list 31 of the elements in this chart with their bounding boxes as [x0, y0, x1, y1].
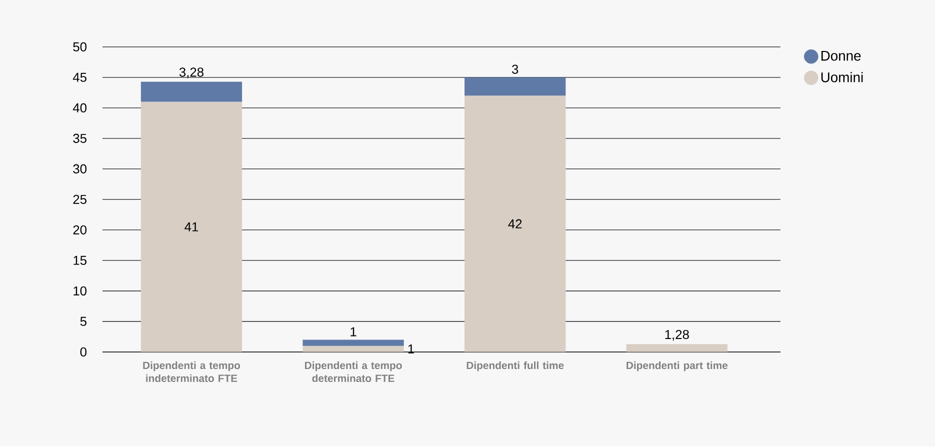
- bar: [464, 96, 566, 352]
- y-tick-label: 10: [74, 286, 87, 296]
- data-label: 1: [350, 328, 356, 336]
- x-tick-label: Dipendenti part time: [626, 362, 728, 372]
- data-label: 3: [512, 64, 518, 74]
- y-tick-label: 0: [80, 348, 87, 357]
- data-label: 42: [508, 219, 522, 228]
- y-tick-label: 50: [73, 42, 87, 52]
- y-tick-label: 35: [73, 134, 86, 144]
- data-label: 3,28: [179, 68, 204, 78]
- y-tick-label: 40: [72, 103, 87, 113]
- bar: [140, 102, 242, 352]
- data-label: 1: [408, 344, 414, 354]
- bar: [464, 78, 566, 96]
- legend-label: Donne: [821, 51, 861, 61]
- data-label: 1,28: [665, 330, 689, 341]
- x-tick-label: Dipendenti full time: [466, 362, 564, 372]
- y-tick-label: 30: [73, 164, 87, 174]
- y-tick-label: 45: [72, 73, 86, 82]
- y-tick-label: 20: [73, 226, 87, 235]
- y-tick-label: 25: [73, 194, 86, 204]
- x-tick-label: Dipendenti a tempo determinato FTE: [305, 362, 402, 382]
- bar: [302, 346, 404, 352]
- bar: [626, 344, 728, 352]
- legend-label: Uomini: [821, 72, 863, 82]
- y-tick-label: 15: [74, 256, 86, 266]
- bar: [302, 340, 404, 346]
- x-tick-label: Dipendenti a tempo indeterminato FTE: [143, 362, 240, 382]
- y-tick-label: 5: [80, 317, 86, 326]
- data-label: 41: [184, 222, 198, 232]
- bar: [140, 82, 242, 102]
